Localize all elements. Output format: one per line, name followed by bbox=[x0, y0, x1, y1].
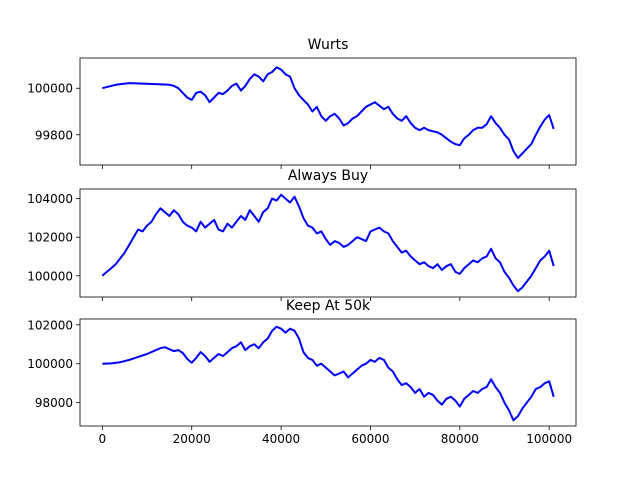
subplot-1: 99800 100000 Wurts bbox=[27, 37, 577, 169]
y-tick-label: 100000 bbox=[27, 357, 73, 371]
subplot-title: Always Buy bbox=[288, 168, 368, 184]
x-tick-label: 60000 bbox=[351, 432, 389, 446]
subplot-title: Keep At 50k bbox=[286, 298, 371, 314]
y-tick-label: 102000 bbox=[27, 318, 73, 332]
series-line-1 bbox=[102, 66, 555, 159]
subplot-title: Wurts bbox=[308, 37, 349, 53]
series-line-1 bbox=[101, 193, 555, 293]
y-tick-label: 104000 bbox=[27, 192, 73, 206]
y-tick-label: 102000 bbox=[27, 231, 73, 245]
y-tick-label: 98000 bbox=[35, 396, 73, 410]
x-tick-label: 40000 bbox=[262, 432, 300, 446]
x-tick-label: 80000 bbox=[441, 432, 479, 446]
subplot-2: 100000 102000 104000 Always Buy bbox=[27, 168, 577, 301]
y-tick-label: 100000 bbox=[27, 269, 73, 283]
axes-frame bbox=[79, 318, 577, 427]
subplot-3: 0 20000 40000 60000 80000 100000 98000 100000 10… bbox=[27, 298, 577, 446]
axes-frame bbox=[79, 188, 577, 298]
y-tick-label: 99800 bbox=[35, 128, 73, 142]
x-tick-label: 0 bbox=[99, 432, 107, 446]
x-tick-label: 20000 bbox=[173, 432, 211, 446]
axes-frame bbox=[79, 57, 577, 166]
y-tick-label: 100000 bbox=[27, 82, 73, 96]
x-tick-label: 100000 bbox=[526, 432, 572, 446]
series-line-1 bbox=[102, 325, 555, 422]
